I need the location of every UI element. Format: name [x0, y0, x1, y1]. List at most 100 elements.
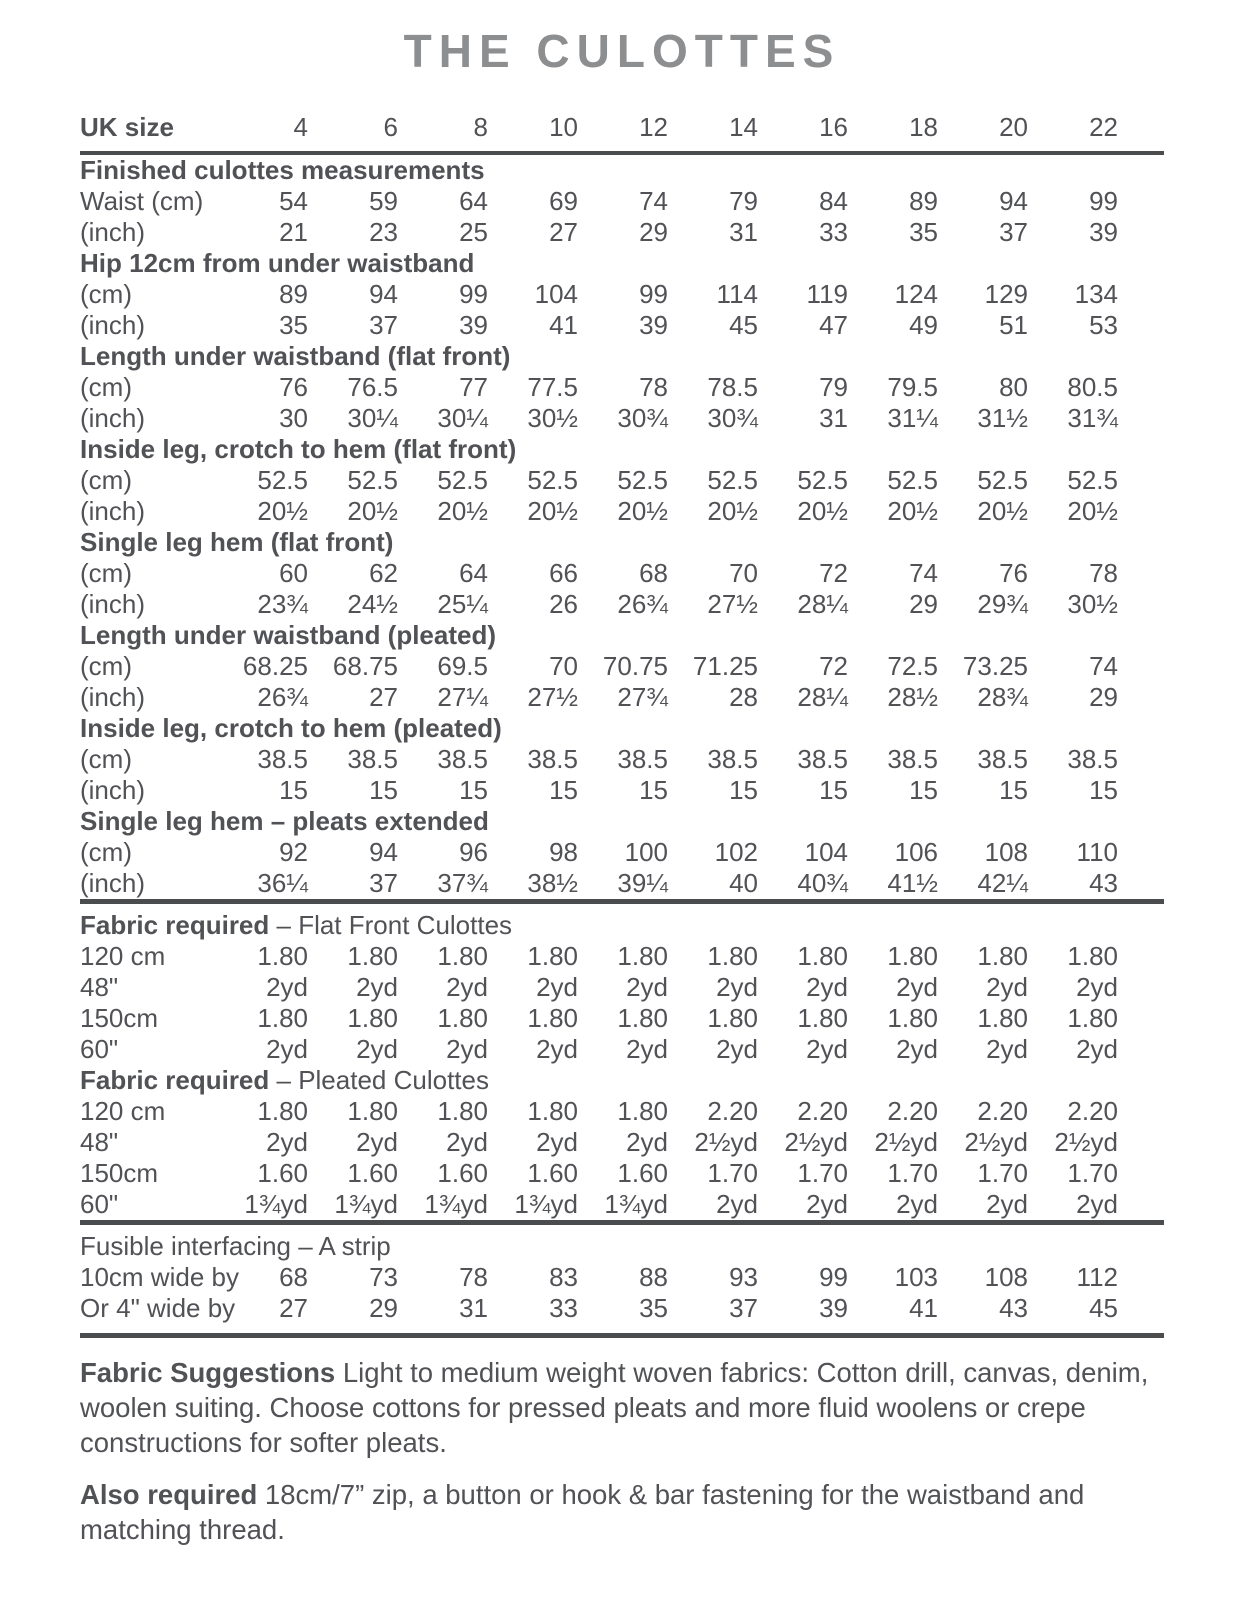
- size-value: 77.5: [527, 372, 578, 402]
- size-value: 29: [369, 1293, 398, 1323]
- size-value: 33: [819, 217, 848, 247]
- section-label: Inside leg, crotch to hem (flat front): [80, 434, 517, 464]
- size-value: 1.80: [797, 941, 848, 971]
- size-value: 37: [999, 217, 1028, 247]
- size-value: 52.5: [977, 465, 1028, 495]
- size-value: 30: [279, 403, 308, 433]
- size-value: 102: [714, 837, 758, 867]
- size-value: 52.5: [437, 465, 488, 495]
- size-value: 51: [999, 310, 1028, 340]
- page-title: THE CULOTTES: [403, 25, 841, 77]
- size-value: 1.80: [617, 1003, 668, 1033]
- size-value: 76.5: [347, 372, 398, 402]
- size-value: 103: [894, 1262, 938, 1292]
- size-value: 45: [729, 310, 758, 340]
- size-value: 20½: [707, 496, 758, 526]
- size-value: 2.20: [977, 1096, 1028, 1126]
- size-value: 39: [819, 1293, 848, 1323]
- size-value: 29: [639, 217, 668, 247]
- size-value: 27: [279, 1293, 308, 1323]
- size-value: 30¼: [347, 403, 398, 433]
- size-value: 64: [459, 186, 488, 216]
- size-value: 73.25: [962, 651, 1028, 681]
- data-row: (cm) 92 94 96 98 100 102 104 106 108 110: [80, 837, 1164, 868]
- size-value: 37: [729, 1293, 758, 1323]
- size-value: 84: [819, 186, 848, 216]
- size-value: 1.70: [797, 1158, 848, 1188]
- data-row: (cm) 76 76.5 77 77.5 78 78.5 79 79.5 80 80.5: [80, 372, 1164, 403]
- size-value: 99: [1089, 186, 1118, 216]
- size-value: 74: [909, 558, 938, 588]
- section-label: Fusible interfacing – A strip: [80, 1220, 1164, 1262]
- divider-rule: [80, 1333, 1164, 1338]
- spacer-cell: [1118, 589, 1164, 620]
- size-value: 27: [549, 217, 578, 247]
- size-header-value: 12: [578, 112, 668, 155]
- size-value: 35: [909, 217, 938, 247]
- data-row: (cm) 89 94 99 104 99 114 119 124 129 134: [80, 279, 1164, 310]
- size-value: 1.80: [437, 941, 488, 971]
- size-value: 2yd: [806, 1189, 848, 1219]
- size-value: 62: [369, 558, 398, 588]
- data-row: (cm) 52.5 52.5 52.5 52.5 52.5 52.5 52.5 52.5 52.5…: [80, 465, 1164, 496]
- size-value: 2yd: [266, 972, 308, 1002]
- section-label: Finished culottes measurements: [80, 155, 485, 185]
- data-row: 48" 2yd 2yd 2yd 2yd 2yd 2½yd 2½yd 2½yd 2½yd 2½yd: [80, 1127, 1164, 1158]
- section-row: Single leg hem – pleats extended: [80, 806, 1164, 837]
- size-value: 1.80: [437, 1003, 488, 1033]
- spacer-cell: [1118, 403, 1164, 434]
- section-label: Inside leg, crotch to hem (pleated): [80, 713, 502, 743]
- row-label: (cm): [80, 837, 132, 867]
- spacer-cell: [1118, 1127, 1164, 1158]
- section-rest: – Pleated Culottes: [269, 1065, 489, 1095]
- spacer-cell: [1118, 310, 1164, 341]
- size-value: 31: [459, 1293, 488, 1323]
- data-row: (inch) 23¾ 24½ 25¼ 26 26¾ 27½ 28¼ 29 29¾ 30½: [80, 589, 1164, 620]
- size-value: 94: [369, 279, 398, 309]
- size-value: 89: [279, 279, 308, 309]
- size-value: 49: [909, 310, 938, 340]
- size-value: 80.5: [1067, 372, 1118, 402]
- size-value: 77: [459, 372, 488, 402]
- size-table: UK size 4 6 8 10 12 14 16 18 20 22 Finished culot…: [80, 112, 1164, 1324]
- size-value: 96: [459, 837, 488, 867]
- size-header-value: 20: [938, 112, 1028, 155]
- size-value: 21: [279, 217, 308, 247]
- size-value: 1.80: [1067, 1003, 1118, 1033]
- size-value: 92: [279, 837, 308, 867]
- size-header-value: 10: [488, 112, 578, 155]
- size-value: 2yd: [536, 1034, 578, 1064]
- row-label: 10cm wide by: [80, 1262, 239, 1292]
- size-value: 15: [369, 775, 398, 805]
- size-value: 20½: [437, 496, 488, 526]
- size-value: 72: [819, 651, 848, 681]
- size-value: 24½: [347, 589, 398, 619]
- size-value: 2½yd: [964, 1127, 1028, 1157]
- size-value: 1.80: [887, 1003, 938, 1033]
- size-value: 2yd: [896, 1034, 938, 1064]
- size-value: 112: [1076, 1262, 1118, 1292]
- size-header-label: UK size: [80, 112, 218, 155]
- size-value: 1.80: [257, 1003, 308, 1033]
- size-value: 93: [729, 1262, 758, 1292]
- size-value: 30½: [527, 403, 578, 433]
- section-lead: Fabric required: [80, 1065, 270, 1095]
- size-value: 40¾: [797, 868, 848, 898]
- spacer-cell: [1118, 465, 1164, 496]
- size-value: 30¼: [437, 403, 488, 433]
- size-value: 1.80: [347, 941, 398, 971]
- size-value: 2yd: [986, 1189, 1028, 1219]
- section-label: Length under waistband (pleated): [80, 620, 497, 650]
- size-header-value: 8: [398, 112, 488, 155]
- size-value: 52.5: [1067, 465, 1118, 495]
- size-value: 30¾: [707, 403, 758, 433]
- size-value: 2yd: [626, 1034, 668, 1064]
- spacer-cell: [1118, 1158, 1164, 1189]
- size-value: 1.60: [527, 1158, 578, 1188]
- spacer-cell: [1118, 112, 1164, 155]
- size-value: 15: [999, 775, 1028, 805]
- size-value: 119: [806, 279, 848, 309]
- data-row: 120 cm 1.80 1.80 1.80 1.80 1.80 2.20 2.20 2.20 2.…: [80, 1096, 1164, 1127]
- size-value: 80: [999, 372, 1028, 402]
- size-value: 15: [729, 775, 758, 805]
